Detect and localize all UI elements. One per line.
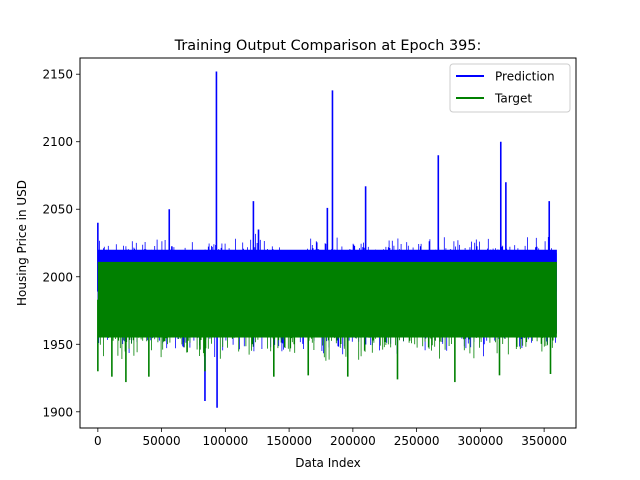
y-tick-label: 1900 [42, 405, 73, 419]
y-tick-label: 2050 [42, 203, 73, 217]
legend: Prediction Target [449, 63, 571, 113]
x-tick-label: 300000 [457, 434, 503, 448]
x-tick-label: 0 [94, 434, 102, 448]
y-tick-label: 2150 [42, 68, 73, 82]
y-tick-label: 2100 [42, 135, 73, 149]
x-axis-label: Data Index [295, 456, 361, 470]
chart-title: Training Output Comparison at Epoch 395: [174, 38, 482, 54]
x-tick-label: 200000 [330, 434, 376, 448]
y-tick-label: 2000 [42, 270, 73, 284]
plot-series-group [97, 71, 557, 408]
x-tick-label: 50000 [143, 434, 181, 448]
x-axis-ticks: 0 50000 100000 150000 200000 250000 300000 3500… [94, 428, 567, 448]
y-axis-label: Housing Price in USD [15, 180, 29, 306]
legend-label: Prediction [495, 70, 555, 84]
plot-frame [79, 57, 577, 429]
x-tick-label: 150000 [266, 434, 312, 448]
x-tick-label: 350000 [521, 434, 567, 448]
y-axis-ticks: 1900 1950 2000 2050 2100 2150 [42, 68, 80, 419]
y-tick-label: 1950 [42, 338, 73, 352]
x-tick-label: 100000 [202, 434, 248, 448]
x-tick-label: 250000 [394, 434, 440, 448]
legend-label: Target [494, 92, 532, 106]
